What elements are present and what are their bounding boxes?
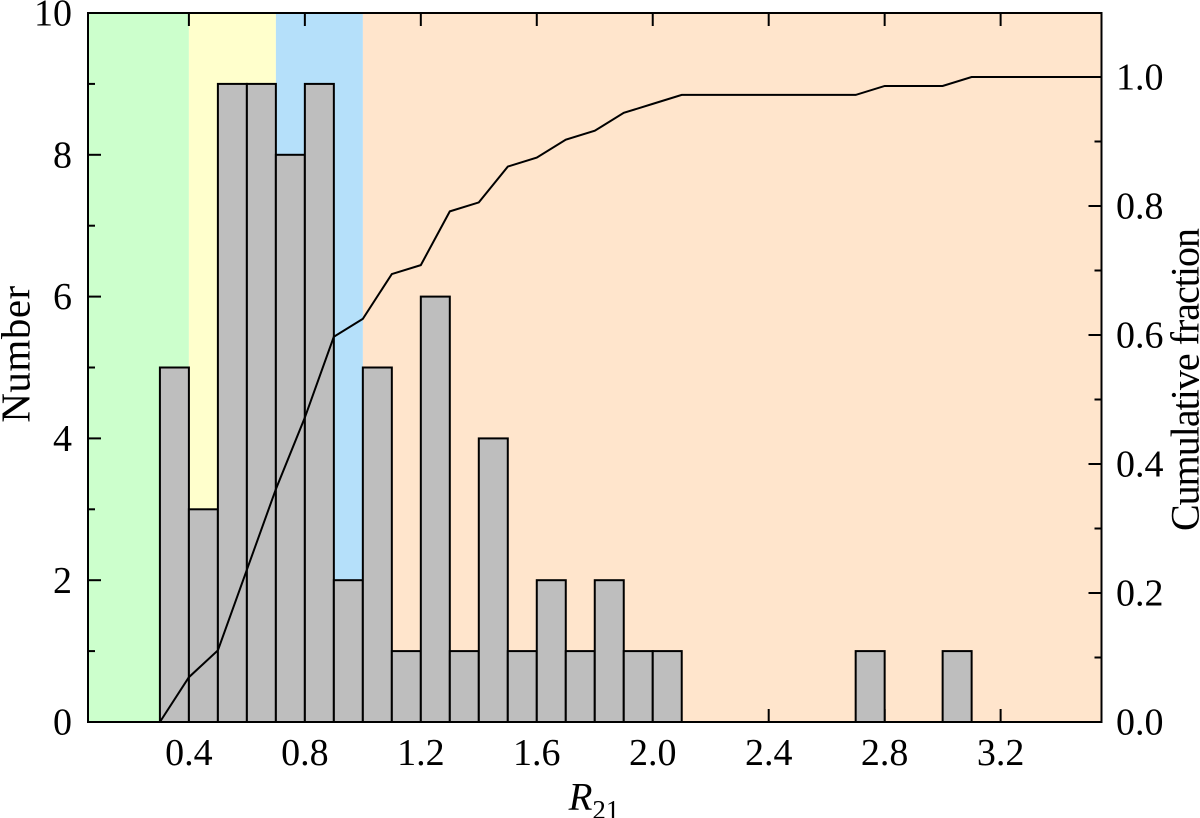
svg-text:R21: R21	[568, 776, 620, 818]
svg-text:0.4: 0.4	[1116, 444, 1164, 486]
svg-text:2.4: 2.4	[745, 732, 793, 774]
svg-text:4: 4	[53, 418, 72, 460]
svg-text:6: 6	[53, 276, 72, 318]
svg-text:0.8: 0.8	[1116, 186, 1164, 228]
svg-text:2.8: 2.8	[861, 732, 909, 774]
svg-text:0.8: 0.8	[281, 732, 329, 774]
svg-text:10: 10	[34, 0, 72, 35]
svg-text:1.0: 1.0	[1116, 57, 1164, 99]
svg-text:0.6: 0.6	[1116, 315, 1164, 357]
svg-text:0.0: 0.0	[1116, 702, 1164, 744]
svg-text:0: 0	[53, 702, 72, 744]
svg-text:2: 2	[53, 560, 72, 602]
svg-text:3.2: 3.2	[977, 732, 1025, 774]
svg-text:1.2: 1.2	[397, 732, 445, 774]
svg-text:1.6: 1.6	[513, 732, 561, 774]
svg-text:2.0: 2.0	[629, 732, 677, 774]
svg-text:0.4: 0.4	[165, 732, 213, 774]
svg-text:Number: Number	[0, 285, 39, 422]
svg-text:Cumulative fraction: Cumulative fraction	[1163, 228, 1200, 531]
svg-text:8: 8	[53, 134, 72, 176]
svg-text:0.2: 0.2	[1116, 573, 1164, 615]
